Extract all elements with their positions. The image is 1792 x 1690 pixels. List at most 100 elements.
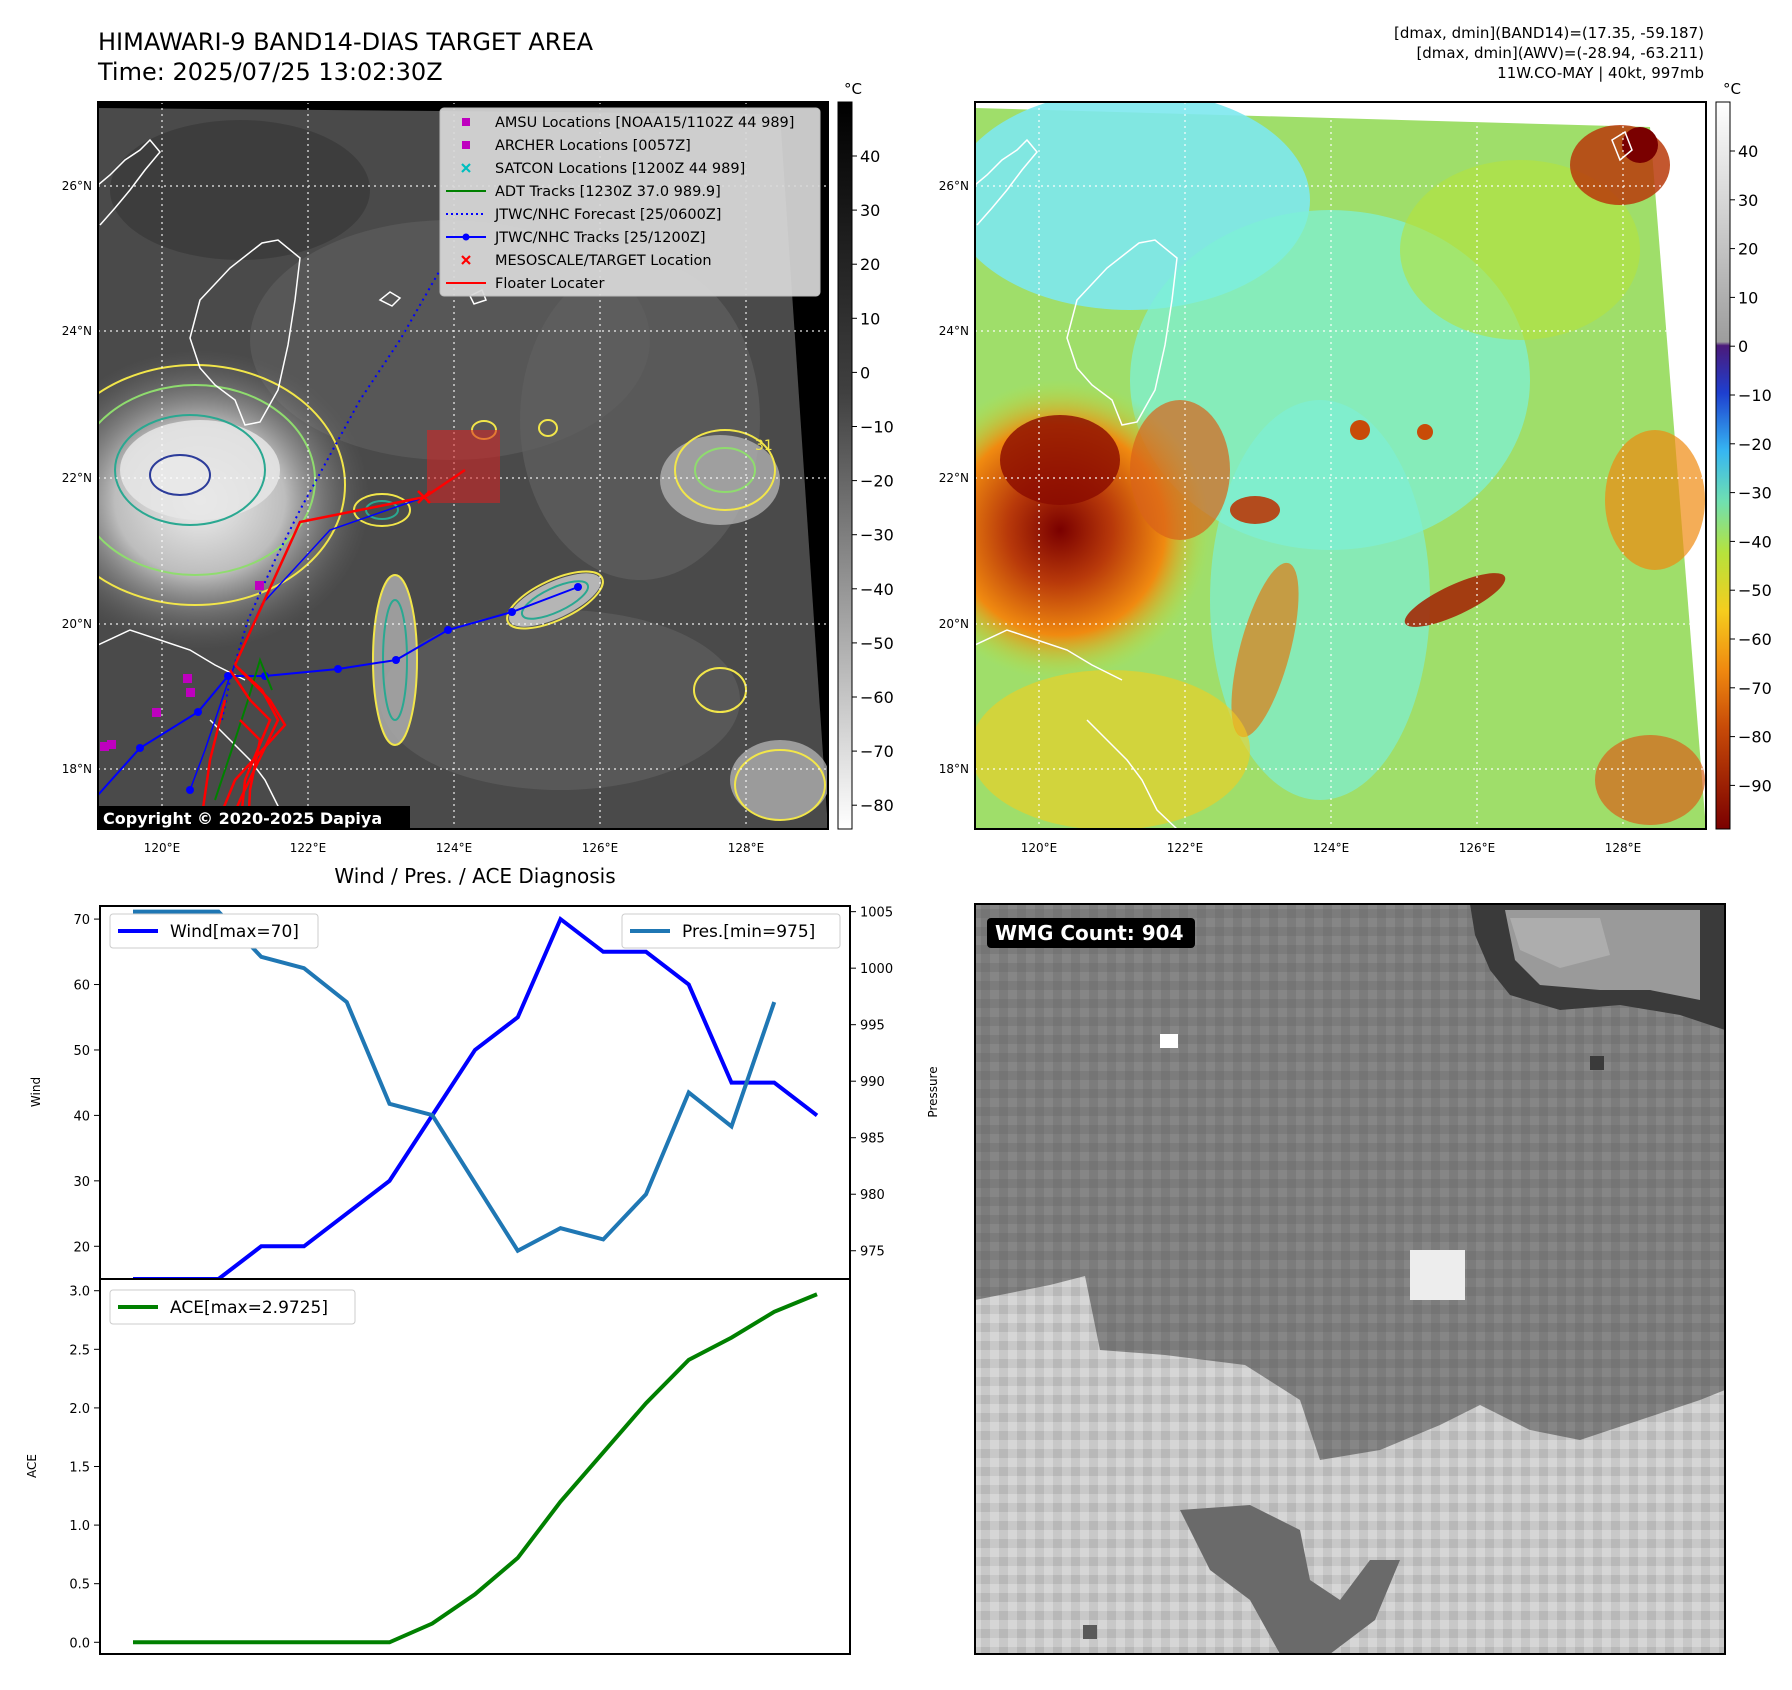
- svg-text:126°E: 126°E: [582, 841, 619, 855]
- gray-colorbar-tick-label: −40: [860, 580, 894, 599]
- ace-legend: ACE[max=2.9725]: [109, 1289, 356, 1325]
- svg-text:128°E: 128°E: [1605, 841, 1642, 855]
- wind-tick-label: 60: [73, 979, 90, 994]
- color-colorbar-tick-label: −10: [1738, 386, 1772, 405]
- pressure-legend-label: Pres.[min=975]: [682, 922, 815, 942]
- contour-label: 31: [755, 438, 773, 454]
- legend-label: AMSU Locations [NOAA15/1102Z 44 989]: [495, 115, 794, 131]
- map-legend: AMSU Locations [NOAA15/1102Z 44 989] ARCH…: [439, 107, 821, 297]
- legend-label: JTWC/NHC Forecast [25/0600Z]: [494, 207, 721, 223]
- pressure-tick-label: 1005: [860, 906, 893, 921]
- pressure-tick-label: 975: [860, 1245, 885, 1260]
- svg-text:24°N: 24°N: [939, 324, 969, 338]
- wind-series-line: [133, 915, 819, 1281]
- color-colorbar-tick-label: 0: [1738, 337, 1748, 356]
- wind-pressure-chart: 20 30 40 50 60 70 975 980 985 990 995 1000 1005 Wind[…: [73, 905, 893, 1281]
- diagnosis-title: Wind / Pres. / ACE Diagnosis: [334, 864, 615, 888]
- wind-tick-label: 70: [73, 913, 90, 928]
- legend-marker: [462, 118, 470, 126]
- svg-text:20°N: 20°N: [939, 617, 969, 631]
- gray-colorbar-tick-label: −20: [860, 472, 894, 491]
- legend-label: MESOSCALE/TARGET Location: [495, 253, 712, 269]
- gray-colorbar-tick-label: −30: [860, 526, 894, 545]
- color-colorbar: °C 40 30 20 10 0 −10 −20 −30 −40 −50 −60 −70 −80 −90: [1715, 80, 1772, 830]
- right-map-lon-labels: 120°E 122°E 124°E 126°E 128°E: [1021, 841, 1642, 855]
- legend-label: ADT Tracks [1230Z 37.0 989.9]: [495, 184, 721, 200]
- gray-colorbar-unit: °C: [844, 80, 862, 98]
- gray-colorbar-tick-label: −10: [860, 418, 894, 437]
- pressure-tick-label: 990: [860, 1075, 885, 1090]
- gray-colorbar: °C 40 30 20 10 0 −10 −20 −30 −40 −50 −60 −70 −80: [837, 80, 894, 830]
- svg-text:22°N: 22°N: [62, 471, 92, 485]
- pressure-tick-label: 995: [860, 1019, 885, 1034]
- left-map-lon-labels: 120°E 122°E 124°E 126°E 128°E: [144, 841, 765, 855]
- wind-tick-label: 20: [73, 1240, 90, 1255]
- color-colorbar-tick-label: −60: [1738, 630, 1772, 649]
- copyright-box: [98, 806, 410, 830]
- legend-entry: ARCHER Locations [0057Z]: [462, 138, 691, 154]
- gray-colorbar-tick-label: 10: [860, 309, 880, 328]
- color-colorbar-tick-label: −80: [1738, 728, 1772, 747]
- svg-text:128°E: 128°E: [728, 841, 765, 855]
- wmg-label-box: [987, 918, 1195, 948]
- pressure-axis-label: Pressure: [926, 1066, 940, 1117]
- ace-tick-label: 0.5: [69, 1578, 90, 1593]
- gray-colorbar-tick-label: −70: [860, 742, 894, 761]
- color-colorbar-tick-label: −30: [1738, 484, 1772, 503]
- map-frame: [97, 101, 829, 830]
- legend-marker-dot: [462, 233, 470, 241]
- svg-text:18°N: 18°N: [939, 762, 969, 776]
- ace-axis-label: ACE: [25, 1454, 39, 1478]
- figure-title: HIMAWARI-9 BAND14-DIAS TARGET AREA: [98, 28, 594, 56]
- target-area-box: [427, 430, 500, 503]
- svg-text:124°E: 124°E: [1313, 841, 1350, 855]
- info-band14: [dmax, dmin](BAND14)=(17.35, -59.187): [1394, 24, 1704, 42]
- color-colorbar-tick-label: −40: [1738, 532, 1772, 551]
- wind-axis-label: Wind: [29, 1077, 43, 1107]
- wind-legend: Wind[max=70]: [109, 913, 319, 949]
- right-map-gridlines: [975, 102, 1706, 829]
- svg-text:126°E: 126°E: [1459, 841, 1496, 855]
- pressure-legend: Pres.[min=975]: [621, 913, 841, 949]
- amsu-archer-markers: [100, 581, 264, 751]
- legend-entry: AMSU Locations [NOAA15/1102Z 44 989]: [462, 115, 794, 131]
- copyright-text: Copyright © 2020-2025 Dapiya: [103, 809, 382, 828]
- pressure-tick-label: 1000: [860, 962, 893, 977]
- ace-tick-label: 3.0: [69, 1285, 90, 1300]
- ace-tick-label: 2.5: [69, 1343, 90, 1358]
- wind-tick-label: 40: [73, 1109, 90, 1124]
- legend-entry: JTWC/NHC Forecast [25/0600Z]: [446, 207, 721, 223]
- legend-marker: [462, 141, 470, 149]
- svg-text:18°N: 18°N: [62, 762, 92, 776]
- svg-text:120°E: 120°E: [144, 841, 181, 855]
- svg-text:124°E: 124°E: [436, 841, 473, 855]
- ace-chart: 0.0 0.5 1.0 1.5 2.0 2.5 3.0 ACE[max=2.9725]: [69, 1278, 851, 1655]
- color-colorbar-unit: °C: [1723, 80, 1741, 98]
- coastlines-right: [975, 130, 1633, 829]
- wind-tick-label: 50: [73, 1044, 90, 1059]
- pressure-tick-label: 985: [860, 1132, 885, 1147]
- ace-tick-label: 1.5: [69, 1461, 90, 1476]
- legend-entry: SATCON Locations [1200Z 44 989]: [461, 161, 745, 177]
- ir-satellite-map: 31: [97, 101, 829, 830]
- legend-entry: MESOSCALE/TARGET Location: [461, 253, 712, 269]
- gray-colorbar-tick-label: 20: [860, 255, 880, 274]
- wind-tick-label: 30: [73, 1175, 90, 1190]
- color-colorbar-tick-label: −50: [1738, 581, 1772, 600]
- ace-tick-label: 0.0: [69, 1636, 90, 1651]
- right-map-lat-labels: 26°N 24°N 22°N 20°N 18°N: [939, 179, 969, 776]
- mesoscale-target-marker: [417, 490, 431, 504]
- jtwc-track: [98, 586, 579, 796]
- gray-colorbar-tick-label: 0: [860, 363, 870, 382]
- figure-time: Time: 2025/07/25 13:02:30Z: [97, 58, 443, 86]
- svg-text:24°N: 24°N: [62, 324, 92, 338]
- legend-label: JTWC/NHC Tracks [25/1200Z]: [494, 230, 706, 246]
- legend-marker: [461, 255, 471, 265]
- jtwc-track-points: [136, 583, 582, 794]
- color-colorbar-tick-label: −70: [1738, 679, 1772, 698]
- color-colorbar-tick-label: −20: [1738, 435, 1772, 454]
- legend-entry: JTWC/NHC Tracks [25/1200Z]: [446, 230, 706, 246]
- gray-colorbar-tick-label: 30: [860, 201, 880, 220]
- gray-colorbar-tick-label: −50: [860, 634, 894, 653]
